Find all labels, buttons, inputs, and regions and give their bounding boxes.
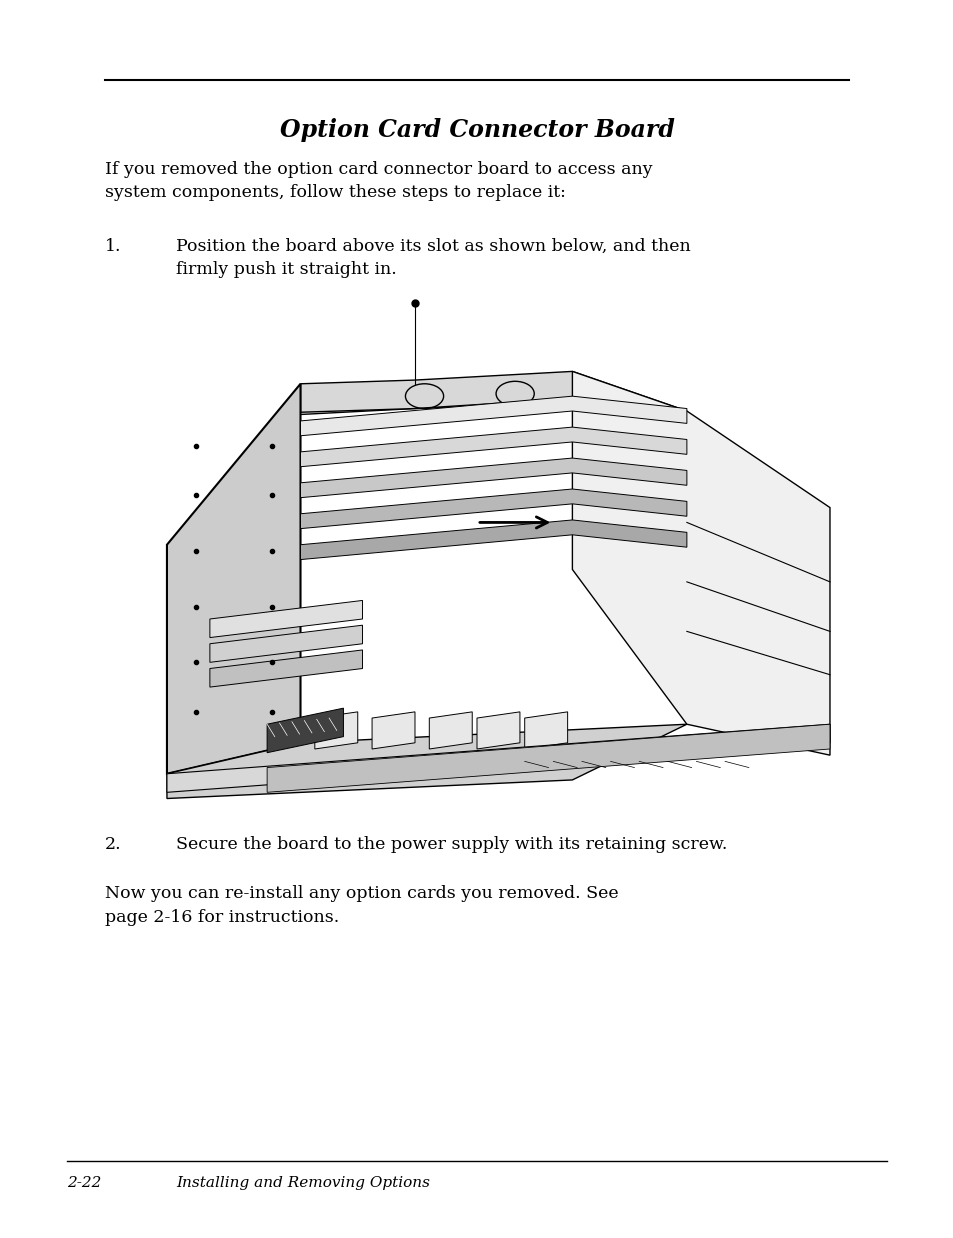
Text: Option Card Connector Board: Option Card Connector Board [279, 118, 674, 141]
Polygon shape [476, 712, 519, 749]
Polygon shape [524, 712, 567, 749]
Polygon shape [300, 458, 686, 498]
Polygon shape [167, 724, 686, 799]
Polygon shape [267, 708, 343, 753]
Text: 2-22: 2-22 [67, 1176, 101, 1190]
Polygon shape [167, 724, 829, 792]
Text: 2.: 2. [105, 836, 121, 853]
Polygon shape [300, 396, 686, 436]
Polygon shape [210, 625, 362, 662]
Text: 1.: 1. [105, 238, 121, 255]
Polygon shape [572, 371, 829, 755]
Polygon shape [210, 600, 362, 638]
Text: If you removed the option card connector board to access any
system components, : If you removed the option card connector… [105, 161, 652, 202]
Polygon shape [210, 650, 362, 687]
Text: Position the board above its slot as shown below, and then
firmly push it straig: Position the board above its slot as sho… [176, 238, 691, 279]
Polygon shape [300, 489, 686, 529]
Polygon shape [300, 427, 686, 467]
Polygon shape [300, 371, 686, 412]
Polygon shape [300, 520, 686, 560]
Polygon shape [429, 712, 472, 749]
Polygon shape [167, 384, 300, 774]
Polygon shape [267, 724, 829, 792]
Text: Now you can re-install any option cards you removed. See
page 2-16 for instructi: Now you can re-install any option cards … [105, 885, 618, 926]
Text: Secure the board to the power supply with its retaining screw.: Secure the board to the power supply wit… [176, 836, 727, 853]
Polygon shape [372, 712, 415, 749]
Text: Installing and Removing Options: Installing and Removing Options [176, 1176, 430, 1190]
Polygon shape [295, 378, 686, 439]
Polygon shape [314, 712, 357, 749]
